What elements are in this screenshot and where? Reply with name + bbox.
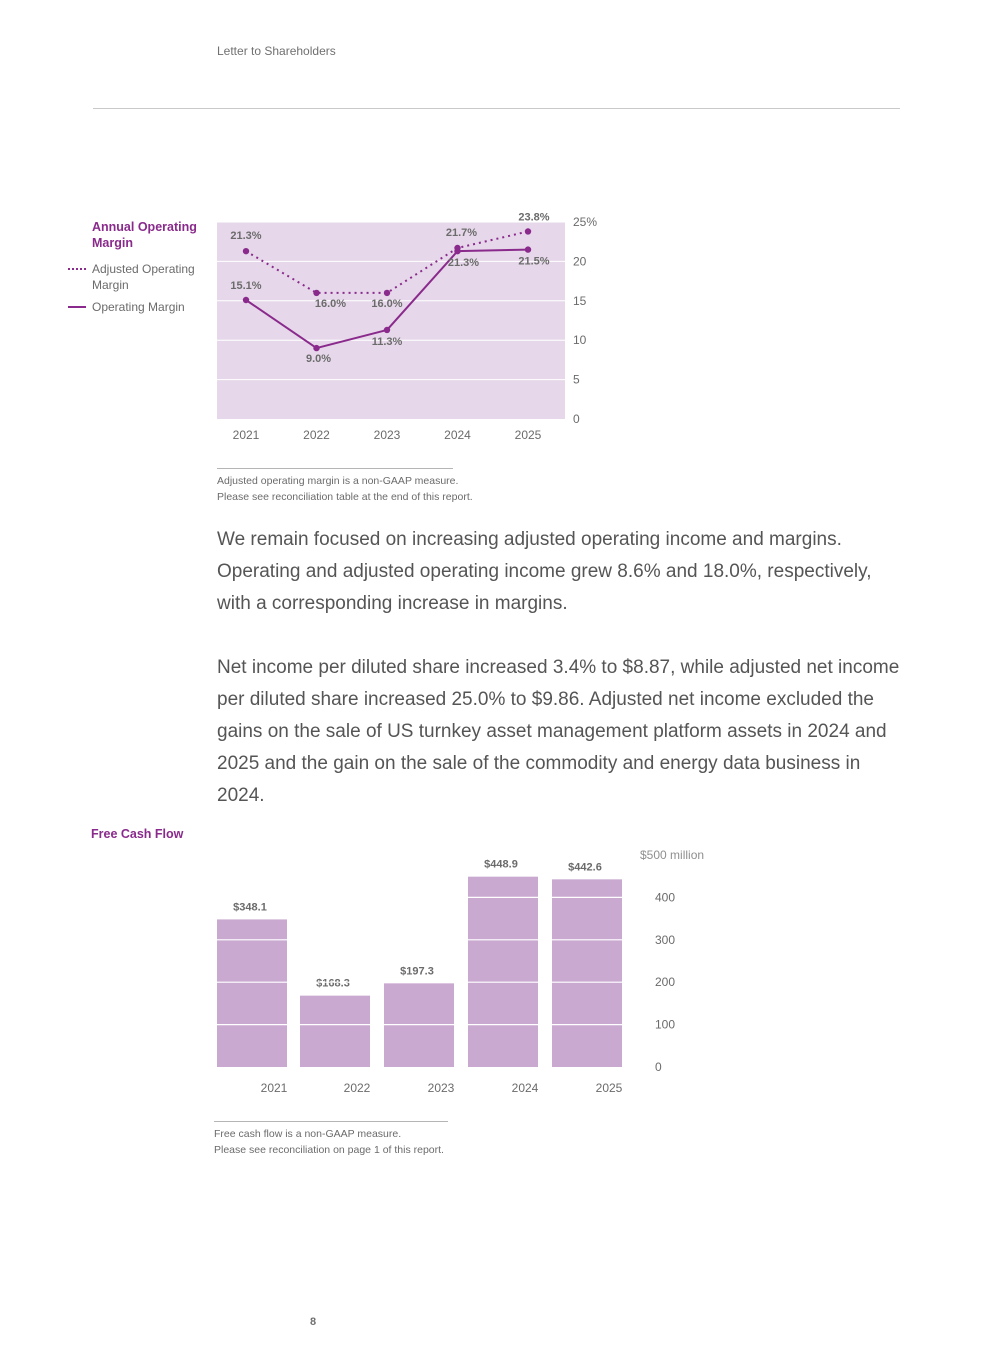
dotted-line-swatch-icon — [68, 268, 86, 270]
free-cash-flow-chart: $348.1 2021 $168.3 2022 $197.3 2023 $448.9 2024… — [217, 848, 704, 1095]
x-tick-label: 2021 — [261, 1081, 288, 1095]
bar — [552, 879, 622, 1067]
y-tick-label: 400 — [655, 890, 675, 904]
data-label: $197.3 — [400, 965, 434, 977]
data-label: 21.3% — [230, 230, 261, 242]
paragraph-operating-income: We remain focused on increasing adjusted… — [217, 529, 872, 614]
legend-label-operating: Operating Margin — [92, 300, 185, 314]
x-tick-label: 2021 — [233, 428, 260, 442]
fcf-footnote-line1: Free cash flow is a non-GAAP measure. — [214, 1128, 402, 1140]
x-tick-label: 2025 — [515, 428, 542, 442]
section-header: Letter to Shareholders — [217, 44, 336, 58]
bar — [300, 995, 370, 1067]
page-number: 8 — [310, 1316, 317, 1328]
data-point — [454, 247, 461, 255]
y-tick-label: 0 — [655, 1060, 662, 1074]
adjusted-margin-line — [245, 230, 529, 294]
x-tick-label: 2025 — [596, 1081, 623, 1095]
data-label: 21.5% — [518, 256, 549, 268]
data-point — [524, 228, 532, 235]
fcf-footnote: Free cash flow is a non-GAAP measure. Pl… — [214, 1126, 444, 1158]
data-label: $168.3 — [316, 978, 350, 990]
data-label: 16.0% — [371, 298, 402, 310]
legend-label-adjusted: Adjusted Operating Margin — [92, 262, 195, 292]
data-label: 11.3% — [372, 336, 403, 348]
data-point — [383, 326, 391, 334]
data-point — [313, 289, 320, 297]
data-label: 21.3% — [448, 257, 479, 269]
x-tick-label: 2023 — [428, 1081, 455, 1095]
y-tick-label: 5 — [573, 373, 580, 387]
data-point — [242, 247, 250, 255]
y-tick-label: 300 — [655, 933, 675, 947]
data-point — [242, 296, 250, 304]
fcf-footnote-rule — [214, 1121, 448, 1122]
data-label: $448.9 — [484, 859, 518, 871]
y-tick-label: 0 — [573, 412, 580, 426]
y-tick-label: 20 — [573, 254, 587, 268]
y-tick-label: 200 — [655, 975, 675, 989]
bar — [217, 919, 287, 1067]
fcf-chart-title: Free Cash Flow — [91, 827, 184, 841]
fcf-footnote-line2: Please see reconciliation on page 1 of t… — [214, 1144, 444, 1156]
x-tick-label: 2023 — [374, 428, 401, 442]
bar — [468, 876, 538, 1067]
y-tick-label: 25% — [573, 215, 597, 229]
data-label: $348.1 — [233, 901, 267, 913]
x-tick-label: 2024 — [512, 1081, 539, 1095]
y-tick-label: 10 — [573, 333, 587, 347]
x-tick-label: 2022 — [303, 428, 330, 442]
y-tick-label: 100 — [655, 1018, 675, 1032]
margin-footnote-rule — [217, 468, 453, 469]
data-point — [524, 246, 532, 253]
data-label: 23.8% — [518, 211, 549, 223]
y-tick-label: $500 million — [640, 848, 704, 862]
solid-line-swatch-icon — [68, 306, 86, 308]
data-label: 16.0% — [315, 298, 346, 310]
margin-footnote-line1: Adjusted operating margin is a non-GAAP … — [217, 475, 459, 487]
margin-footnote-line2: Please see reconciliation table at the e… — [217, 491, 473, 503]
margin-legend-title: Annual Operating Margin — [92, 220, 197, 250]
data-label: 21.7% — [446, 227, 477, 239]
data-label: 15.1% — [230, 280, 261, 292]
margin-footnote: Adjusted operating margin is a non-GAAP … — [217, 473, 473, 505]
data-label: 9.0% — [306, 353, 331, 365]
header-divider — [93, 108, 900, 109]
operating-margin-chart: 0 5 10 15 20 25% 2021 2022 2023 2024 2025 21.3% 16.0… — [217, 211, 597, 442]
data-label: $442.6 — [568, 861, 602, 873]
plot-background — [217, 222, 565, 419]
data-point — [383, 289, 391, 297]
y-tick-label: 15 — [573, 294, 587, 308]
paragraph-net-income: Net income per diluted share increased 3… — [217, 657, 900, 806]
x-tick-label: 2022 — [344, 1081, 371, 1095]
data-point — [313, 344, 320, 352]
x-tick-label: 2024 — [444, 428, 471, 442]
